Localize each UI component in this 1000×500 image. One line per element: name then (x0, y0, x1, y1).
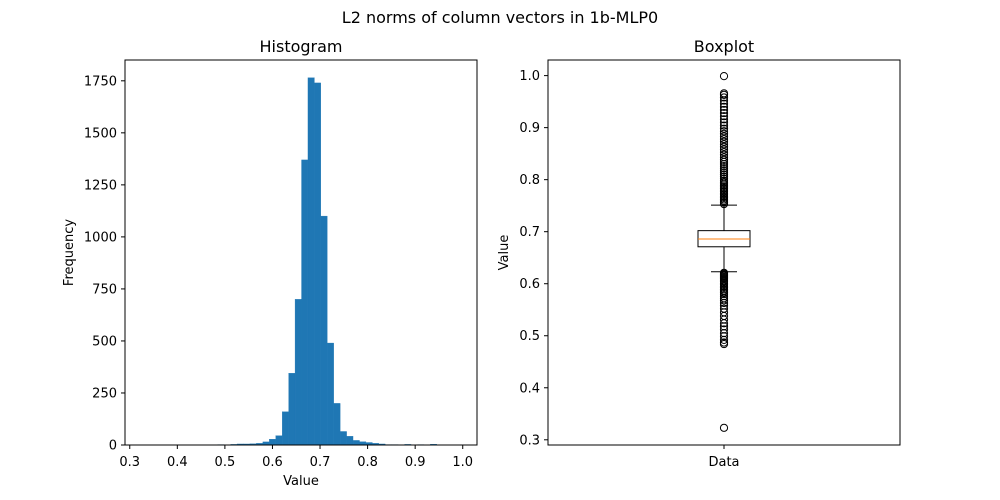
boxplot-outlier-point (719, 93, 729, 102)
boxplot-outlier-point (719, 142, 729, 151)
histogram-y-tick-label: 1250 (84, 178, 117, 193)
boxplot-outlier-point (719, 132, 729, 141)
histogram-y-tick-label: 0 (109, 439, 117, 454)
histogram-bar (282, 411, 289, 446)
boxplot-y-axis-label: Value (497, 235, 512, 271)
histogram-x-tick-label: 1.0 (452, 455, 473, 470)
boxplot-outlier-point (719, 124, 729, 133)
figure-suptitle: L2 norms of column vectors in 1b-MLP0 (342, 8, 658, 27)
boxplot-outlier-point (719, 89, 729, 98)
histogram-x-tick-label: 0.4 (167, 455, 188, 470)
histogram-y-axis-label: Frequency (62, 219, 77, 286)
boxplot-outlier-point (719, 338, 729, 347)
histogram-x-tick-label: 0.9 (405, 455, 426, 470)
boxplot-y-tick-label: 0.5 (519, 329, 540, 344)
histogram-x-tick-label: 0.8 (357, 455, 378, 470)
boxplot-outlier-point (719, 166, 729, 175)
boxplot-outlier-point (719, 105, 729, 115)
boxplot-outlier-point (719, 102, 729, 111)
histogram-x-tick-label: 0.3 (119, 455, 140, 470)
boxplot-outlier-point (719, 268, 729, 277)
boxplot-outlier-point (719, 170, 729, 179)
boxplot-outliers (719, 72, 729, 432)
histogram-y-tick-label: 1750 (84, 74, 117, 89)
boxplot-y-ticks: 0.3 0.4 0.5 0.6 0.7 0.8 0.9 1.0 (519, 69, 548, 448)
boxplot-outlier-point (719, 304, 729, 313)
boxplot-outlier-point (719, 140, 729, 149)
boxplot-outlier-point (719, 99, 729, 108)
boxplot-outlier-point (719, 118, 729, 127)
histogram-y-ticks: 0 250 500 750 1000 1250 1500 1750 (84, 74, 125, 454)
histogram-title: Histogram (260, 37, 343, 56)
boxplot-outlier-point (719, 108, 729, 118)
histogram-bar (346, 436, 354, 446)
histogram-x-tick-label: 0.5 (215, 455, 236, 470)
boxplot-outlier-point (719, 72, 729, 81)
boxplot-title: Boxplot (694, 37, 754, 56)
boxplot-outlier-point (719, 153, 729, 162)
histogram-y-tick-label: 1500 (84, 126, 117, 141)
boxplot-outlier-point (719, 147, 729, 157)
histogram-y-tick-label: 250 (92, 386, 117, 401)
boxplot-outlier-point (719, 176, 729, 185)
histogram-bar (340, 431, 347, 446)
boxplot-outlier-point (719, 127, 729, 136)
boxplot-outlier-point (719, 162, 729, 171)
histogram-bar (294, 299, 302, 446)
boxplot-y-tick-label: 0.8 (519, 173, 540, 188)
histogram-x-tick-label: 0.6 (262, 455, 283, 470)
boxplot-outlier-point (719, 174, 729, 183)
boxplot-outlier-point (719, 112, 729, 121)
boxplot-outlier-point (719, 325, 729, 334)
histogram-bar (314, 82, 321, 446)
histogram-x-axis-label: Value (283, 474, 319, 489)
histogram-bar (307, 77, 315, 446)
boxplot-y-tick-label: 0.9 (519, 121, 540, 136)
boxplot-outlier-point (719, 129, 729, 138)
boxplot-y-tick-label: 0.3 (519, 433, 540, 448)
boxplot-y-tick-label: 0.6 (519, 277, 540, 292)
boxplot-outlier-point (719, 296, 729, 305)
boxplot-outlier-point (719, 137, 729, 146)
boxplot-y-tick-label: 0.4 (519, 381, 540, 396)
boxplot-outlier-point (719, 121, 729, 130)
histogram-panel: Histogram 0.3 0.4 0.5 0.6 0.7 0.8 0.9 1.0 0 250 5… (62, 37, 478, 489)
boxplot-x-tick-label: Data (708, 455, 739, 470)
boxplot-outlier-point (719, 134, 729, 144)
boxplot-outlier-point (719, 155, 729, 164)
histogram-bar (269, 439, 276, 446)
histogram-y-tick-label: 750 (92, 282, 117, 297)
histogram-y-tick-label: 500 (92, 334, 117, 349)
histogram-axes-frame (124, 59, 478, 446)
boxplot-panel: Boxplot 0.3 0.4 0.5 0.6 0.7 0.8 0.9 1.0 Data Va… (497, 37, 901, 470)
boxplot-outlier-point (719, 145, 729, 154)
boxplot-outlier-point (719, 150, 729, 159)
boxplot-outlier-point (719, 172, 729, 181)
boxplot-outlier-point (719, 423, 729, 432)
boxplot-y-tick-label: 0.7 (519, 225, 540, 240)
histogram-y-tick-label: 1000 (84, 230, 117, 245)
histogram-bar (320, 215, 328, 446)
histogram-bar (301, 159, 309, 446)
histogram-bar (352, 440, 360, 446)
histogram-bar (333, 403, 341, 446)
histogram-x-tick-label: 0.7 (310, 455, 331, 470)
histogram-bar (288, 373, 296, 446)
histogram-bar (275, 435, 283, 446)
boxplot-outlier-point (719, 168, 729, 177)
histogram-x-ticks: 0.3 0.4 0.5 0.6 0.7 0.8 0.9 1.0 (119, 445, 473, 470)
histogram-bar (327, 342, 334, 446)
boxplot-outlier-point (719, 115, 729, 124)
boxplot-y-tick-label: 1.0 (519, 69, 540, 84)
boxplot-outlier-point (719, 164, 729, 173)
